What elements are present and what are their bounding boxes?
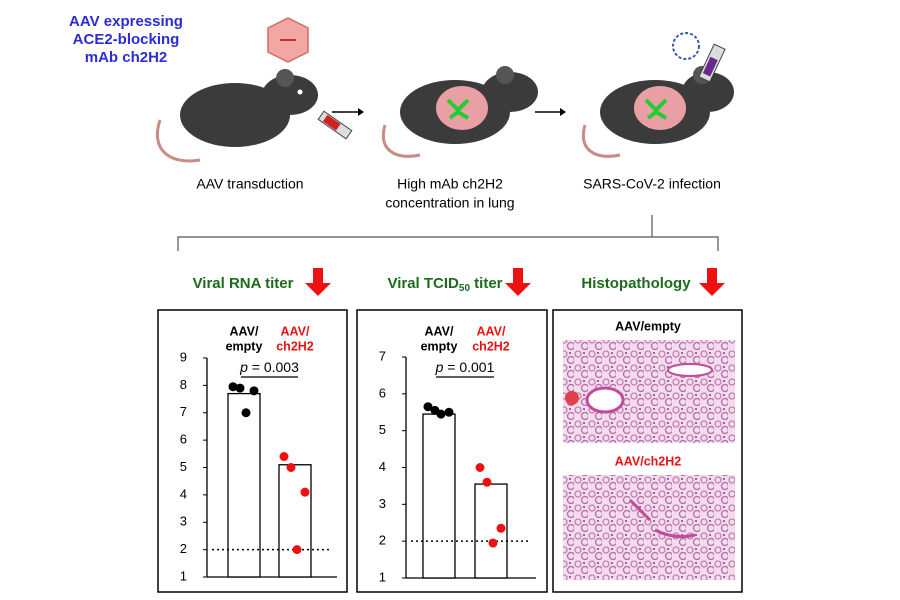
y-tick-label: 3 (180, 514, 187, 529)
data-point (482, 477, 492, 487)
p-value: p = 0.003 (239, 359, 299, 375)
y-tick-label: 1 (379, 569, 386, 584)
y-tick-label: 6 (379, 385, 386, 400)
data-point (444, 407, 454, 417)
mouse (382, 66, 538, 158)
bar (227, 392, 261, 578)
step-label: High mAb ch2H2 (397, 176, 503, 192)
bar (278, 464, 312, 578)
data-point (228, 382, 238, 392)
category-label: AAV/ (281, 324, 310, 338)
bar (422, 413, 456, 579)
y-tick-label: 4 (180, 486, 187, 501)
y-tick-label: 1 (180, 568, 187, 583)
data-point (488, 538, 498, 548)
histology-label: AAV/ch2H2 (615, 454, 682, 468)
data-point (300, 487, 310, 497)
mouse (582, 32, 734, 158)
p-value: p = 0.001 (435, 359, 495, 375)
title-part: Histopathology (581, 275, 691, 292)
p-value-part: = 0.001 (443, 359, 494, 375)
aav-label: ACE2-blocking (73, 31, 180, 48)
y-tick-label: 5 (180, 459, 187, 474)
title-part: titer (470, 275, 503, 292)
readout-title: Viral TCID50 titer (387, 275, 502, 294)
data-point (423, 402, 433, 412)
y-tick-label: 3 (379, 496, 386, 511)
category-label: empty (421, 339, 458, 353)
aav-label: mAb ch2H2 (85, 49, 168, 66)
title-part: Viral TCID (387, 275, 459, 292)
data-point (235, 383, 245, 393)
down-arrow (305, 268, 725, 296)
title-part: Viral RNA titer (193, 275, 294, 292)
y-tick-label: 4 (379, 459, 386, 474)
data-point (249, 386, 259, 396)
category-label: ch2H2 (276, 339, 314, 353)
category-label: empty (226, 339, 263, 353)
bracket (177, 215, 719, 251)
data-point (286, 463, 296, 472)
readout-title: Viral RNA titer (193, 275, 294, 292)
p-value-part: = 0.003 (248, 359, 299, 375)
data-point (475, 463, 485, 472)
y-tick-label: 9 (180, 349, 187, 364)
step-label: concentration in lung (385, 195, 514, 211)
category-label: AAV/ (425, 324, 454, 338)
step-label: AAV transduction (196, 176, 303, 192)
category-label: ch2H2 (472, 339, 510, 353)
y-tick-label: 8 (180, 377, 187, 392)
y-tick-label: 7 (180, 404, 187, 419)
aav-icon (267, 17, 309, 63)
y-tick-label: 5 (379, 422, 386, 437)
panel-frame (157, 309, 743, 593)
title-part: 50 (459, 283, 471, 294)
y-tick-label: 6 (180, 432, 187, 447)
data-point (436, 409, 446, 419)
y-tick-label: 2 (379, 533, 386, 548)
category-label: AAV/ (477, 324, 506, 338)
step-label: SARS-CoV-2 infection (583, 176, 721, 192)
readout-title: Histopathology (581, 275, 691, 292)
data-point (292, 545, 302, 555)
category-label: AAV/ (230, 324, 259, 338)
aav-label: AAV expressing (69, 13, 183, 30)
data-point (496, 523, 506, 533)
p-value-part: p (435, 359, 444, 375)
p-value-part: p (239, 359, 248, 375)
arrow (535, 108, 566, 116)
arrow (332, 108, 364, 116)
histology-image (563, 340, 735, 580)
y-tick-label: 7 (379, 348, 386, 363)
histology-label: AAV/empty (615, 319, 681, 333)
y-tick-label: 2 (180, 541, 187, 556)
data-point (279, 452, 289, 462)
data-point (241, 408, 251, 418)
mouse (155, 69, 353, 163)
